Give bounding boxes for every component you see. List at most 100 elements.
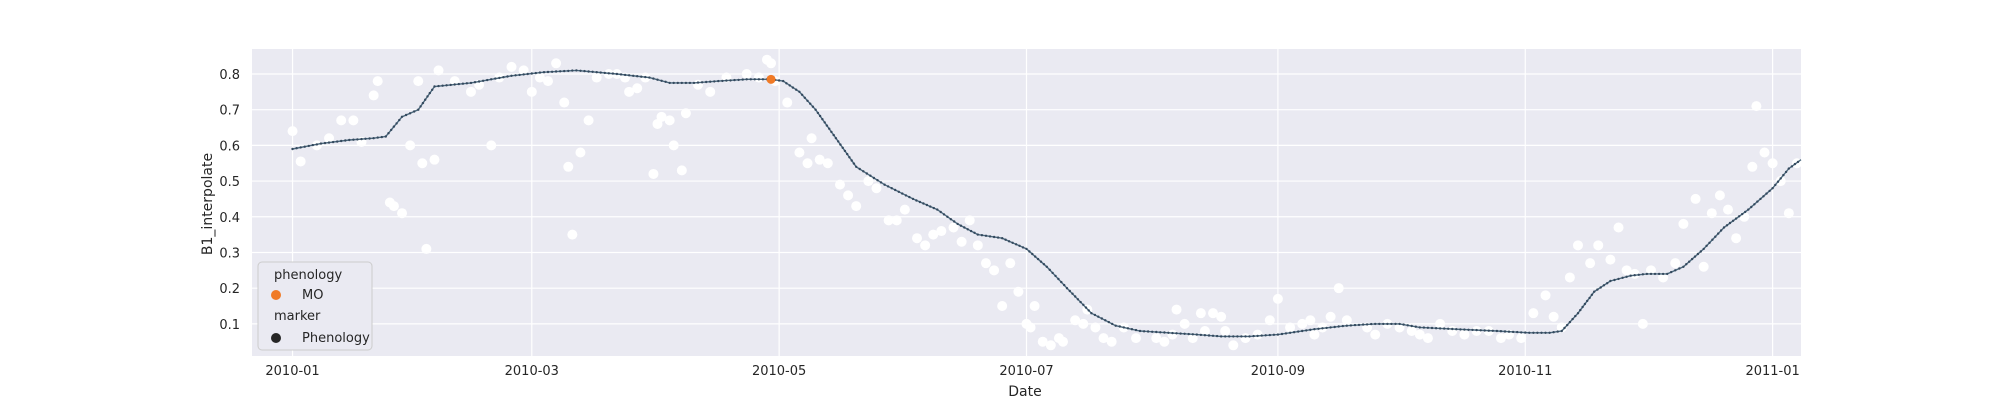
smoothed-point [936, 208, 939, 211]
smoothed-point [1305, 329, 1308, 332]
smoothed-point [498, 76, 501, 80]
smoothed-point [911, 197, 915, 201]
smoothed-point [449, 83, 452, 87]
smoothed-point [894, 188, 897, 192]
raw-data-point [567, 229, 578, 240]
smoothed-point [976, 233, 979, 236]
smoothed-point [1434, 327, 1438, 330]
smoothed-point [839, 143, 842, 146]
raw-data-point [1435, 318, 1446, 329]
smoothed-point [1653, 272, 1657, 276]
raw-data-point [1422, 333, 1433, 344]
raw-data-point [413, 76, 424, 87]
smoothed-point [392, 125, 396, 128]
smoothed-point [1260, 334, 1263, 337]
raw-data-point [1731, 233, 1742, 244]
smoothed-point [376, 136, 379, 139]
smoothed-point [1520, 331, 1523, 334]
raw-data-point [794, 147, 805, 158]
smoothed-point [1744, 210, 1747, 214]
smoothed-point [1001, 237, 1004, 240]
smoothed-point [1544, 331, 1547, 334]
smoothed-point [417, 108, 420, 111]
smoothed-point [481, 79, 485, 83]
smoothed-point [1374, 322, 1377, 326]
raw-data-point [1751, 101, 1762, 112]
smoothed-point [1738, 215, 1741, 218]
smoothed-point [1552, 331, 1555, 334]
smoothed-point [1447, 327, 1450, 330]
smoothed-point [473, 81, 477, 84]
smoothed-point [1463, 328, 1466, 331]
smoothed-point [348, 138, 351, 142]
raw-data-point [664, 115, 675, 126]
raw-data-point [518, 65, 529, 76]
raw-data-point [1264, 315, 1275, 326]
raw-data-point [806, 133, 817, 144]
raw-data-point [676, 165, 687, 176]
smoothed-point [490, 78, 493, 81]
smoothed-point [777, 79, 781, 82]
raw-data-point [429, 154, 440, 165]
raw-data-point [1037, 336, 1048, 347]
raw-data-point [972, 240, 983, 251]
smoothed-point [664, 80, 667, 84]
raw-data-point [1272, 293, 1283, 304]
smoothed-point [1130, 328, 1134, 331]
raw-data-point [1572, 240, 1583, 251]
raw-data-point [1167, 329, 1178, 340]
smoothed-point [1268, 333, 1272, 337]
raw-data-point [433, 65, 444, 76]
raw-data-point [1585, 258, 1596, 269]
smoothed-point [1796, 160, 1800, 164]
smoothed-point [908, 195, 911, 199]
raw-data-point [1305, 315, 1316, 326]
raw-data-point [1171, 304, 1182, 315]
raw-data-point [583, 115, 594, 126]
smoothed-point [1317, 327, 1320, 330]
smoothed-point [865, 172, 868, 175]
raw-data-point [1678, 218, 1689, 229]
raw-data-point [693, 79, 704, 90]
smoothed-point [1495, 329, 1499, 333]
smoothed-point [421, 101, 425, 105]
legend-mo-label: MO [302, 288, 323, 303]
smoothed-point [1696, 252, 1700, 256]
smoothed-point [404, 113, 408, 117]
smoothed-point [883, 183, 886, 186]
smoothed-point [1759, 197, 1762, 201]
smoothed-point [956, 222, 959, 226]
smoothed-point [1236, 335, 1239, 338]
smoothed-point [1034, 255, 1037, 258]
legend-style-title: marker [274, 309, 321, 324]
smoothed-point [713, 80, 716, 83]
smoothed-point [1621, 276, 1624, 279]
smoothed-point [806, 99, 809, 103]
smoothed-point [595, 71, 598, 74]
smoothed-point [852, 162, 856, 165]
raw-data-point [397, 208, 408, 219]
smoothed-point [1028, 250, 1031, 253]
smoothed-point [782, 79, 785, 83]
smoothed-point [932, 206, 935, 210]
x-tick-label: 2010-09 [1251, 364, 1305, 379]
smoothed-point [1031, 252, 1034, 256]
smoothed-point [579, 69, 582, 73]
smoothed-point [1142, 330, 1146, 333]
y-tick-label: 0.5 [219, 175, 240, 190]
smoothed-point [1741, 212, 1744, 216]
smoothed-point [1633, 274, 1636, 277]
smoothed-point [534, 71, 537, 75]
smoothed-point [1674, 269, 1677, 272]
smoothed-point [1248, 335, 1251, 338]
smoothed-point [1756, 200, 1759, 203]
smoothed-point [426, 95, 429, 98]
raw-data-point [368, 90, 379, 101]
smoothed-point [457, 82, 460, 86]
smoothed-point [1100, 317, 1104, 320]
raw-data-point [563, 161, 574, 172]
smoothed-point [1568, 320, 1572, 324]
smoothed-point [1207, 334, 1211, 337]
smoothed-point [785, 82, 788, 85]
smoothed-point [1762, 195, 1765, 198]
